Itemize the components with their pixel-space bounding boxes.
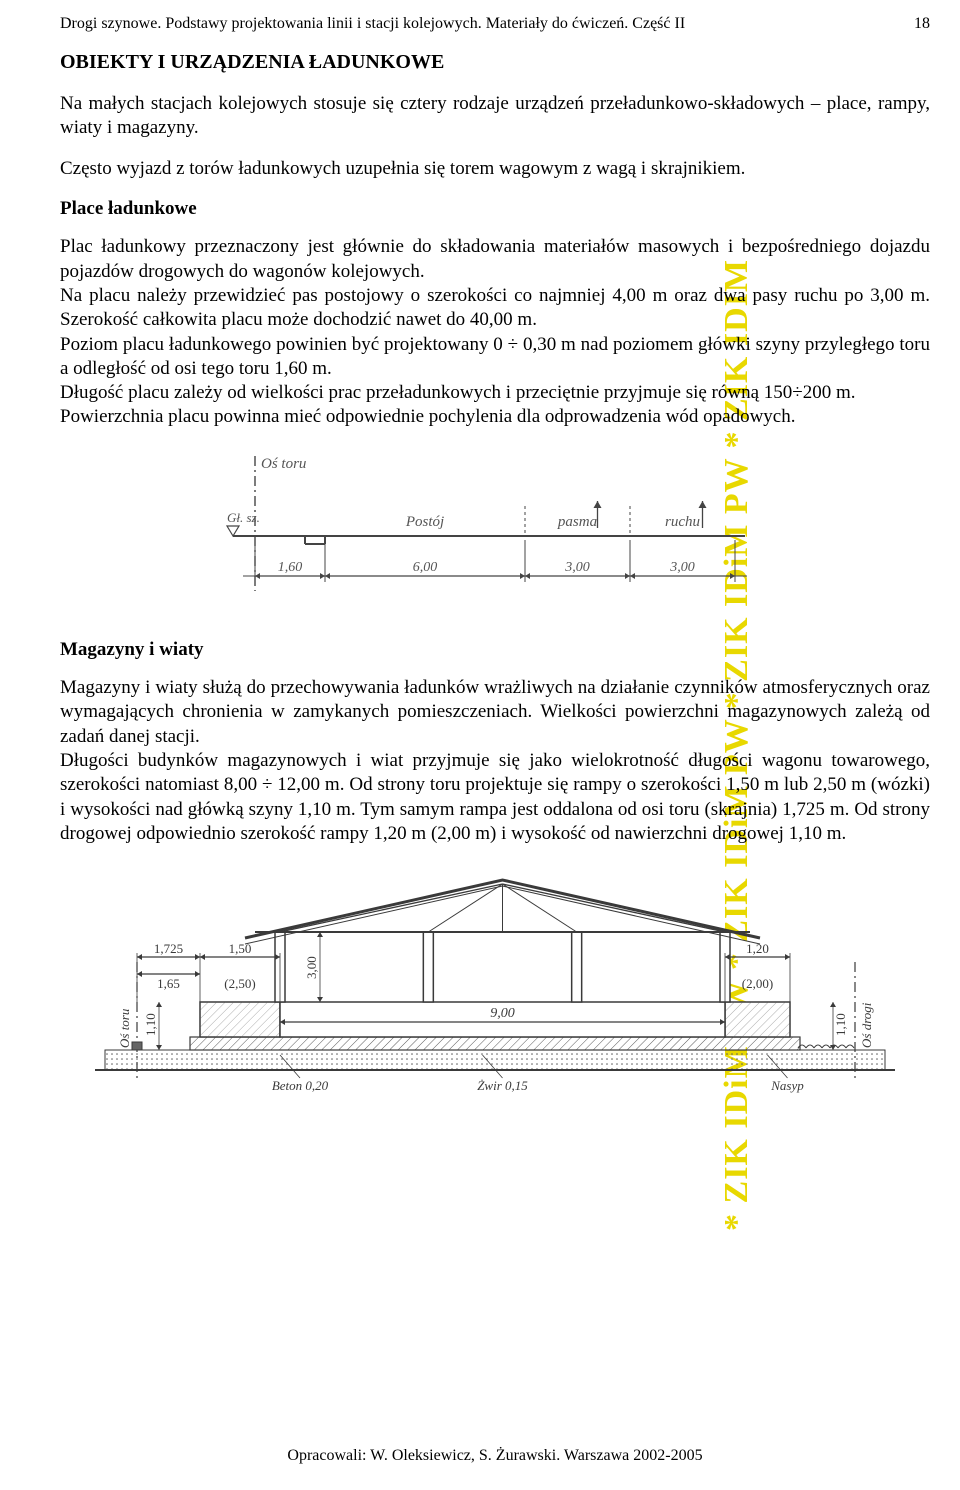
- svg-text:Gł. sz.: Gł. sz.: [227, 510, 260, 525]
- svg-text:3,00: 3,00: [669, 560, 695, 575]
- svg-text:1,60: 1,60: [278, 560, 303, 575]
- header-title: Drogi szynowe. Podstawy projektowania li…: [60, 15, 685, 33]
- svg-text:1,10: 1,10: [833, 1014, 848, 1037]
- magazyny-heading: Magazyny i wiaty: [60, 638, 930, 662]
- svg-text:Żwir 0,15: Żwir 0,15: [477, 1078, 528, 1093]
- svg-text:1,725: 1,725: [154, 941, 183, 956]
- intro-para-1: Na małych stacjach kolejowych stosuje si…: [60, 92, 930, 141]
- svg-text:3,00: 3,00: [564, 560, 590, 575]
- svg-text:Postój: Postój: [405, 514, 444, 530]
- page-header: Drogi szynowe. Podstawy projektowania li…: [60, 15, 930, 33]
- place-body: Plac ładunkowy przeznaczony jest głównie…: [60, 235, 930, 430]
- svg-text:pasma: pasma: [557, 514, 597, 530]
- svg-text:Nasyp: Nasyp: [770, 1078, 804, 1093]
- intro-para-2: Często wyjazd z torów ładunkowych uzupeł…: [60, 157, 930, 181]
- page-number: 18: [914, 15, 930, 33]
- page-footer: Opracowali: W. Oleksiewicz, S. Żurawski.…: [60, 1447, 930, 1465]
- section-heading: OBIEKTY I URZĄDZENIA ŁADUNKOWE: [60, 51, 930, 74]
- page-content: Drogi szynowe. Podstawy projektowania li…: [60, 15, 930, 1465]
- svg-text:3,00: 3,00: [304, 957, 319, 980]
- svg-text:(2,50): (2,50): [224, 976, 255, 991]
- svg-text:9,00: 9,00: [490, 1006, 515, 1021]
- magazyny-body: Magazyny i wiaty służą do przechowywania…: [60, 676, 930, 846]
- figure-plac-cross-section: Oś toru Gł. sz. Postój pasma ruchu 1,60 6,00 3,…: [60, 446, 930, 616]
- figure-magazyn-cross-section: Oś toru Oś drogi 1,725 1,65 1,50 (2,50) 1,20 (2…: [60, 862, 930, 1102]
- place-heading: Place ładunkowe: [60, 197, 930, 221]
- svg-text:Oś toru: Oś toru: [117, 1008, 132, 1048]
- svg-text:1,65: 1,65: [157, 976, 180, 991]
- figure-2-svg: Oś toru Oś drogi 1,725 1,65 1,50 (2,50) 1,20 (2…: [85, 862, 905, 1102]
- figure-1-svg: Oś toru Gł. sz. Postój pasma ruchu 1,60 6,00 3,…: [225, 446, 765, 616]
- svg-text:Beton 0,20: Beton 0,20: [272, 1078, 329, 1093]
- svg-text:6,00: 6,00: [413, 560, 438, 575]
- svg-text:1,50: 1,50: [229, 941, 252, 956]
- svg-text:(2,00): (2,00): [742, 976, 773, 991]
- svg-text:ruchu: ruchu: [665, 514, 700, 530]
- body: Na małych stacjach kolejowych stosuje si…: [60, 92, 930, 1102]
- svg-text:Oś toru: Oś toru: [261, 456, 306, 472]
- svg-text:Oś drogi: Oś drogi: [859, 1002, 874, 1048]
- svg-text:1,10: 1,10: [143, 1014, 158, 1037]
- svg-text:1,20: 1,20: [746, 941, 769, 956]
